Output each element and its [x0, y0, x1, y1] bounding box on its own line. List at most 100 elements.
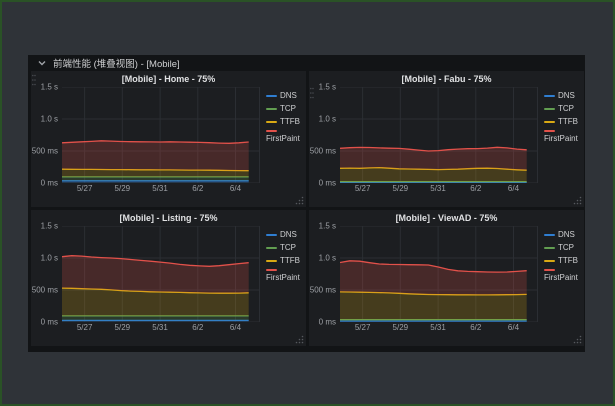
- chart-svg[interactable]: [62, 226, 260, 322]
- legend-label: TCP: [558, 104, 574, 113]
- plot-area[interactable]: [340, 87, 538, 183]
- legend-item-firstpaint[interactable]: FirstPaint: [266, 269, 306, 282]
- legend-item-dns[interactable]: DNS: [544, 91, 584, 100]
- y-tick-label: 0 ms: [40, 178, 58, 188]
- panel-mobile-viewad: [Mobile] - ViewAD - 75% 1.5 s 1.0 s 500 ms…: [309, 210, 584, 346]
- y-tick-label: 500 ms: [309, 285, 336, 295]
- legend-item-ttfb[interactable]: TTFB: [266, 117, 306, 126]
- drag-grip-icon[interactable]: [31, 73, 37, 87]
- plot-area[interactable]: [62, 226, 260, 322]
- y-tick-label: 1.0 s: [318, 253, 336, 263]
- y-tick-label: 500 ms: [31, 146, 58, 156]
- panel-mobile-home: [Mobile] - Home - 75% 1.5 s 1.0 s 500 ms 0 …: [31, 71, 306, 207]
- plot-area[interactable]: [62, 87, 260, 183]
- y-tick-label: 0 ms: [40, 317, 58, 327]
- chart-svg[interactable]: [340, 87, 538, 183]
- legend-swatch: [544, 94, 555, 97]
- legend-label: TTFB: [280, 256, 300, 265]
- panel-title[interactable]: [Mobile] - Listing - 75%: [119, 213, 218, 223]
- panel-body: 1.5 s 1.0 s 500 ms 0 ms DNS TCP TTFB FirstPain…: [31, 222, 306, 327]
- panel-mobile-listing: [Mobile] - Listing - 75% 1.5 s 1.0 s 500 m…: [31, 210, 306, 346]
- panel-body: 1.5 s 1.0 s 500 ms 0 ms DNS TCP TTFB FirstPain…: [309, 83, 584, 188]
- legend-swatch: [544, 120, 555, 123]
- x-tick-label: 6/2: [192, 184, 204, 193]
- panel-body: 1.5 s 1.0 s 500 ms 0 ms DNS TCP TTFB FirstPain…: [309, 222, 584, 327]
- legend-item-ttfb[interactable]: TTFB: [544, 256, 584, 265]
- legend-label: TTFB: [558, 256, 578, 265]
- legend-swatch: [544, 233, 555, 236]
- legend-item-dns[interactable]: DNS: [266, 230, 306, 239]
- legend-swatch: [266, 233, 277, 236]
- legend-swatch: [544, 246, 555, 249]
- x-tick-label: 5/31: [152, 323, 168, 332]
- legend-swatch: [266, 130, 277, 132]
- legend-swatch: [266, 259, 277, 262]
- legend-item-ttfb[interactable]: TTFB: [544, 117, 584, 126]
- drag-grip-icon[interactable]: [309, 86, 315, 100]
- legend-item-tcp[interactable]: TCP: [266, 104, 306, 113]
- y-tick-label: 1.0 s: [40, 253, 58, 263]
- legend-label: DNS: [280, 230, 297, 239]
- plot-area[interactable]: [340, 226, 538, 322]
- x-tick-label: 6/4: [229, 323, 242, 332]
- x-tick-label: 6/4: [507, 184, 520, 193]
- x-tick-label: 5/31: [430, 184, 446, 193]
- legend-label: TTFB: [558, 117, 578, 126]
- chevron-down-icon: [38, 61, 46, 66]
- legend-label: TCP: [280, 243, 296, 252]
- panel-title[interactable]: [Mobile] - Fabu - 75%: [401, 74, 492, 84]
- chart-svg[interactable]: [340, 226, 538, 322]
- legend-swatch: [544, 130, 555, 132]
- x-tick-label: 5/27: [76, 184, 93, 193]
- x-axis: 5/27 5/29 5/31 6/2 6/4: [340, 183, 538, 196]
- y-tick-label: 0 ms: [318, 178, 336, 188]
- legend: DNS TCP TTFB FirstPaint: [538, 87, 584, 183]
- x-tick-label: 6/2: [470, 184, 482, 193]
- legend-item-ttfb[interactable]: TTFB: [266, 256, 306, 265]
- legend-label: FirstPaint: [544, 273, 578, 282]
- panel-title[interactable]: [Mobile] - Home - 75%: [121, 74, 216, 84]
- resize-handle-icon[interactable]: [294, 195, 305, 206]
- panels-grid: [Mobile] - Home - 75% 1.5 s 1.0 s 500 ms 0 …: [31, 71, 584, 346]
- legend-swatch: [266, 269, 277, 271]
- legend-item-firstpaint[interactable]: FirstPaint: [544, 130, 584, 143]
- y-tick-label: 0 ms: [318, 317, 336, 327]
- legend-label: DNS: [558, 230, 575, 239]
- legend-item-dns[interactable]: DNS: [544, 230, 584, 239]
- legend-item-tcp[interactable]: TCP: [266, 243, 306, 252]
- resize-handle-icon[interactable]: [572, 334, 583, 345]
- legend-swatch: [266, 246, 277, 249]
- dashboard-row-header[interactable]: 前端性能 (堆叠视图) - [Mobile]: [28, 55, 585, 71]
- legend-swatch: [544, 259, 555, 262]
- y-axis: 1.5 s 1.0 s 500 ms 0 ms: [31, 83, 62, 188]
- y-tick-label: 500 ms: [31, 285, 58, 295]
- resize-handle-icon[interactable]: [572, 195, 583, 206]
- legend-item-dns[interactable]: DNS: [266, 91, 306, 100]
- y-tick-label: 1.0 s: [40, 114, 58, 124]
- legend-label: FirstPaint: [266, 273, 300, 282]
- legend-item-tcp[interactable]: TCP: [544, 243, 584, 252]
- panel-title[interactable]: [Mobile] - ViewAD - 75%: [395, 213, 498, 223]
- legend-label: TTFB: [280, 117, 300, 126]
- x-tick-label: 5/27: [354, 323, 371, 332]
- x-tick-label: 5/29: [392, 184, 409, 193]
- legend-item-firstpaint[interactable]: FirstPaint: [266, 130, 306, 143]
- x-axis: 5/27 5/29 5/31 6/2 6/4: [340, 322, 538, 335]
- x-tick-label: 5/31: [430, 323, 446, 332]
- dashboard: 前端性能 (堆叠视图) - [Mobile] [Mobile] - Home -…: [28, 55, 585, 352]
- legend-swatch: [266, 94, 277, 97]
- y-tick-label: 500 ms: [309, 146, 336, 156]
- x-tick-label: 5/29: [114, 323, 131, 332]
- legend-item-tcp[interactable]: TCP: [544, 104, 584, 113]
- legend: DNS TCP TTFB FirstPaint: [260, 226, 306, 322]
- legend-item-firstpaint[interactable]: FirstPaint: [544, 269, 584, 282]
- x-tick-label: 6/4: [229, 184, 242, 193]
- panel-body: 1.5 s 1.0 s 500 ms 0 ms DNS TCP TTFB FirstPain…: [31, 83, 306, 188]
- chart-svg[interactable]: [62, 87, 260, 183]
- legend-swatch: [266, 120, 277, 123]
- legend: DNS TCP TTFB FirstPaint: [538, 226, 584, 322]
- legend-swatch: [266, 107, 277, 110]
- x-tick-label: 5/29: [114, 184, 131, 193]
- resize-handle-icon[interactable]: [294, 334, 305, 345]
- legend-label: TCP: [558, 243, 574, 252]
